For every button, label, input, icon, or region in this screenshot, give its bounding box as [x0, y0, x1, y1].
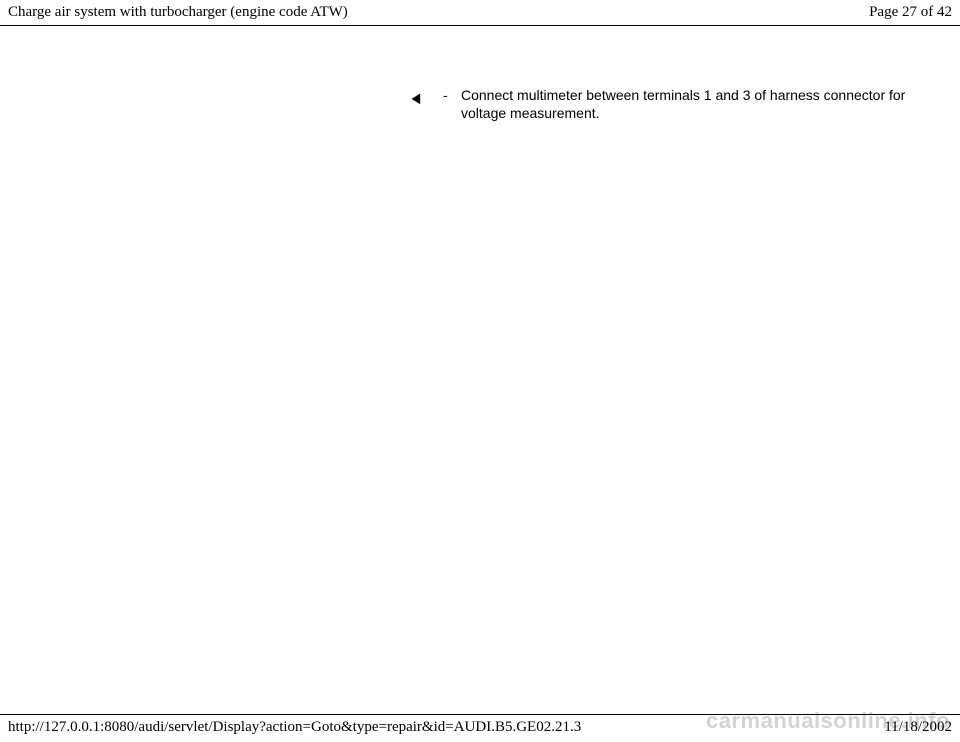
figure-placeholder — [0, 86, 395, 122]
footer-date: 11/18/2002 — [884, 719, 952, 736]
page-footer: http://127.0.0.1:8080/audi/servlet/Displ… — [0, 714, 960, 742]
footer-url: http://127.0.0.1:8080/audi/servlet/Displ… — [8, 719, 581, 736]
document-title: Charge air system with turbocharger (eng… — [8, 4, 348, 21]
bullet-dash: - — [443, 86, 461, 122]
instruction-row: - Connect multimeter between terminals 1… — [443, 86, 940, 122]
instruction-block: - Connect multimeter between terminals 1… — [425, 86, 960, 122]
page-number: Page 27 of 42 — [869, 4, 952, 21]
content-area: ◄ - Connect multimeter between terminals… — [0, 26, 960, 122]
page-header: Charge air system with turbocharger (eng… — [0, 0, 960, 26]
pointer-icon: ◄ — [409, 88, 423, 109]
pointer-column: ◄ — [395, 86, 425, 122]
instruction-text: Connect multimeter between terminals 1 a… — [461, 86, 940, 122]
